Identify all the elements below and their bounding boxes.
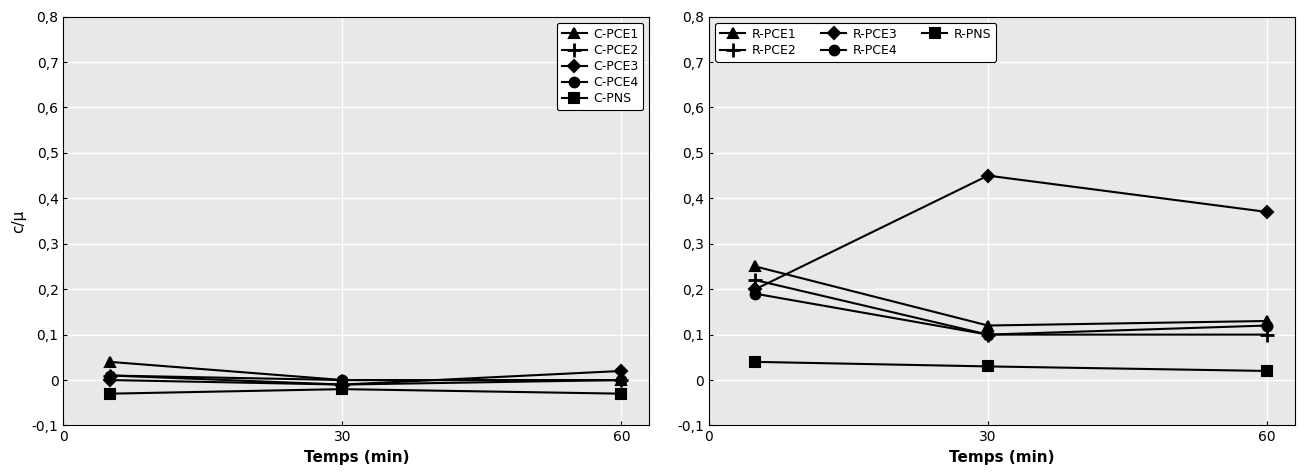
Legend: R-PCE1, R-PCE2, R-PCE3, R-PCE4, R-PNS: R-PCE1, R-PCE2, R-PCE3, R-PCE4, R-PNS <box>716 23 996 62</box>
R-PNS <box>1259 368 1275 374</box>
R-PCE4 <box>747 291 763 297</box>
R-PCE4 <box>980 332 995 337</box>
R-PCE3 <box>980 173 995 178</box>
R-PCE2 <box>980 332 995 337</box>
C-PCE3 <box>614 368 629 374</box>
R-PCE1 <box>1259 318 1275 324</box>
R-PCE1 <box>980 323 995 328</box>
C-PNS <box>102 391 118 397</box>
C-PCE3 <box>102 377 118 383</box>
Line: C-PCE2: C-PCE2 <box>103 368 628 392</box>
Line: C-PCE4: C-PCE4 <box>104 371 627 385</box>
C-PCE2 <box>614 377 629 383</box>
Line: R-PCE2: R-PCE2 <box>748 273 1273 342</box>
C-PCE1 <box>334 377 350 383</box>
Line: R-PCE4: R-PCE4 <box>751 289 1272 339</box>
C-PCE2 <box>102 373 118 378</box>
Legend: C-PCE1, C-PCE2, C-PCE3, C-PCE4, C-PNS: C-PCE1, C-PCE2, C-PCE3, C-PCE4, C-PNS <box>556 23 643 110</box>
Line: C-PCE1: C-PCE1 <box>104 357 627 385</box>
R-PCE3 <box>1259 209 1275 215</box>
X-axis label: Temps (min): Temps (min) <box>304 450 409 465</box>
Line: R-PNS: R-PNS <box>751 357 1272 376</box>
R-PCE1 <box>747 264 763 269</box>
C-PCE1 <box>102 359 118 365</box>
X-axis label: Temps (min): Temps (min) <box>949 450 1055 465</box>
C-PCE4 <box>102 373 118 378</box>
C-PCE4 <box>334 377 350 383</box>
Line: C-PCE3: C-PCE3 <box>106 367 626 389</box>
C-PCE3 <box>334 382 350 387</box>
R-PNS <box>747 359 763 365</box>
R-PCE2 <box>1259 332 1275 337</box>
Line: R-PCE3: R-PCE3 <box>751 171 1271 293</box>
Y-axis label: c/μ: c/μ <box>12 209 26 233</box>
R-PCE3 <box>747 287 763 292</box>
C-PCE2 <box>334 382 350 387</box>
C-PNS <box>614 391 629 397</box>
C-PNS <box>334 386 350 392</box>
Line: C-PNS: C-PNS <box>104 384 627 398</box>
R-PCE4 <box>1259 323 1275 328</box>
Line: R-PCE1: R-PCE1 <box>751 262 1272 330</box>
C-PCE4 <box>614 377 629 383</box>
R-PNS <box>980 364 995 369</box>
R-PCE2 <box>747 277 763 283</box>
C-PCE1 <box>614 377 629 383</box>
